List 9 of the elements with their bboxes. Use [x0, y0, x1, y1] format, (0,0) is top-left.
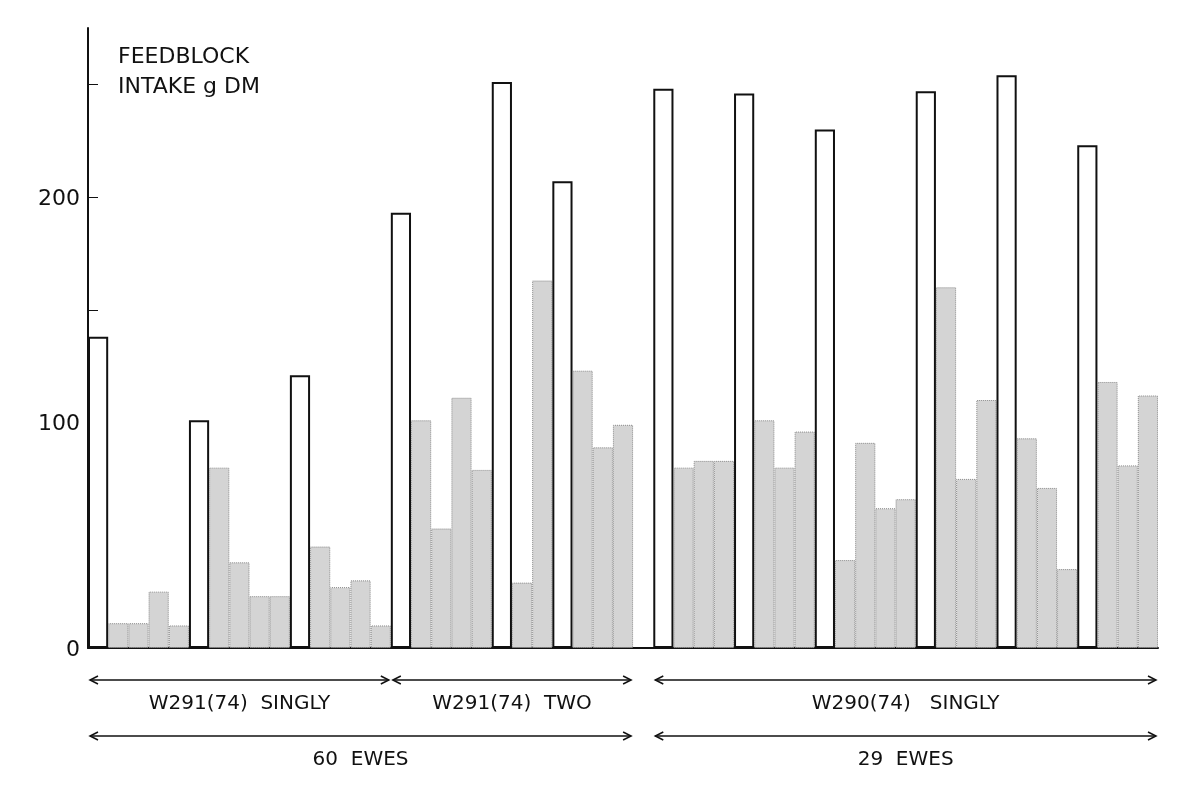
y-tick-label: 0	[66, 635, 80, 661]
text: W291(74) TWO	[432, 690, 592, 714]
y-tick-label: 100	[38, 410, 80, 436]
text: 60 EWES	[312, 746, 409, 770]
text: 29 EWES	[857, 746, 954, 770]
text: W291(74) SINGLY	[148, 690, 331, 714]
text: W290(74) SINGLY	[811, 690, 1001, 714]
y-axis-title: FEEDBLOCK INTAKE g DM	[118, 42, 260, 98]
y-tick-label: 200	[38, 184, 80, 210]
